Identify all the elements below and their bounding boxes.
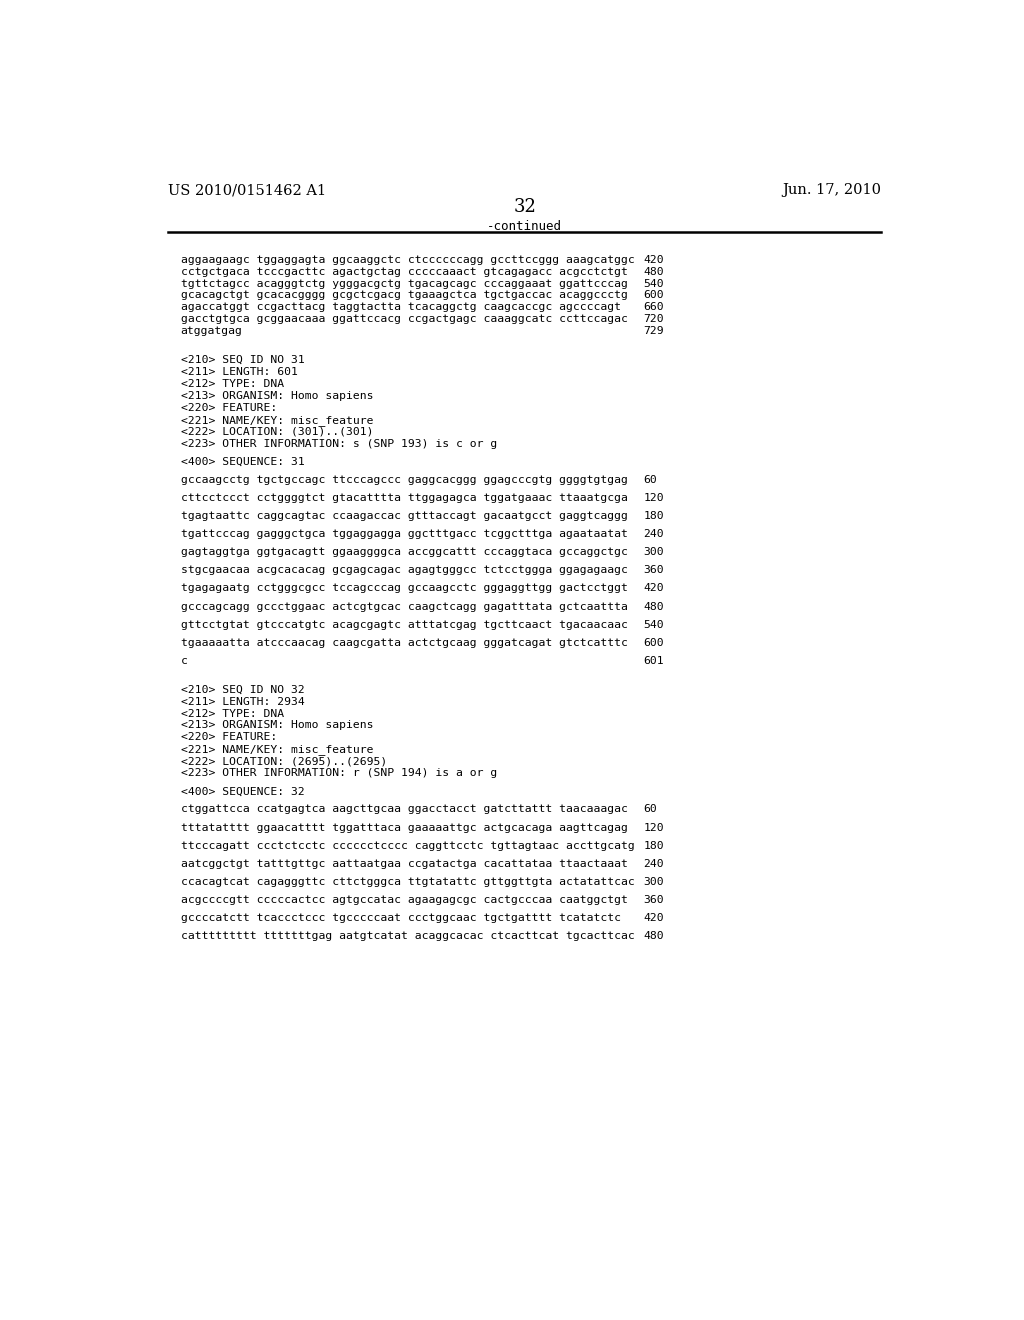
Text: gacctgtgca gcggaacaaa ggattccacg ccgactgagc caaaggcatc ccttccagac: gacctgtgca gcggaacaaa ggattccacg ccgactg…: [180, 314, 628, 325]
Text: ttcccagatt ccctctcctc cccccctcccc caggttcctc tgttagtaac accttgcatg: ttcccagatt ccctctcctc cccccctcccc caggtt…: [180, 841, 635, 850]
Text: <210> SEQ ID NO 32: <210> SEQ ID NO 32: [180, 685, 304, 694]
Text: 420: 420: [643, 255, 664, 264]
Text: 120: 120: [643, 492, 664, 503]
Text: <212> TYPE: DNA: <212> TYPE: DNA: [180, 709, 284, 718]
Text: tgagagaatg cctgggcgcc tccagcccag gccaagcctc gggaggttgg gactcctggt: tgagagaatg cctgggcgcc tccagcccag gccaagc…: [180, 583, 628, 594]
Text: gttcctgtat gtcccatgtc acagcgagtc atttatcgag tgcttcaact tgacaacaac: gttcctgtat gtcccatgtc acagcgagtc atttatc…: [180, 619, 628, 630]
Text: 480: 480: [643, 602, 664, 611]
Text: gccaagcctg tgctgccagc ttcccagccc gaggcacggg ggagcccgtg ggggtgtgag: gccaagcctg tgctgccagc ttcccagccc gaggcac…: [180, 475, 628, 484]
Text: 360: 360: [643, 895, 664, 906]
Text: 540: 540: [643, 619, 664, 630]
Text: cattttttttt tttttttgag aatgtcatat acaggcacac ctcacttcat tgcacttcac: cattttttttt tttttttgag aatgtcatat acaggc…: [180, 931, 635, 941]
Text: tgaaaaatta atcccaacag caagcgatta actctgcaag gggatcagat gtctcatttc: tgaaaaatta atcccaacag caagcgatta actctgc…: [180, 638, 628, 648]
Text: <210> SEQ ID NO 31: <210> SEQ ID NO 31: [180, 355, 304, 366]
Text: 180: 180: [643, 511, 664, 521]
Text: <222> LOCATION: (301)..(301): <222> LOCATION: (301)..(301): [180, 426, 373, 437]
Text: <223> OTHER INFORMATION: s (SNP 193) is c or g: <223> OTHER INFORMATION: s (SNP 193) is …: [180, 438, 497, 449]
Text: ccacagtcat cagagggttc cttctgggca ttgtatattc gttggttgta actatattcac: ccacagtcat cagagggttc cttctgggca ttgtata…: [180, 876, 635, 887]
Text: 300: 300: [643, 548, 664, 557]
Text: <212> TYPE: DNA: <212> TYPE: DNA: [180, 379, 284, 389]
Text: 480: 480: [643, 267, 664, 277]
Text: Jun. 17, 2010: Jun. 17, 2010: [782, 183, 882, 197]
Text: 600: 600: [643, 290, 664, 301]
Text: <223> OTHER INFORMATION: r (SNP 194) is a or g: <223> OTHER INFORMATION: r (SNP 194) is …: [180, 768, 497, 779]
Text: 420: 420: [643, 913, 664, 923]
Text: 240: 240: [643, 859, 664, 869]
Text: <400> SEQUENCE: 32: <400> SEQUENCE: 32: [180, 787, 304, 796]
Text: 420: 420: [643, 583, 664, 594]
Text: 180: 180: [643, 841, 664, 850]
Text: 360: 360: [643, 565, 664, 576]
Text: US 2010/0151462 A1: US 2010/0151462 A1: [168, 183, 327, 197]
Text: <213> ORGANISM: Homo sapiens: <213> ORGANISM: Homo sapiens: [180, 721, 373, 730]
Text: stgcgaacaa acgcacacag gcgagcagac agagtgggcc tctcctggga ggagagaagc: stgcgaacaa acgcacacag gcgagcagac agagtgg…: [180, 565, 628, 576]
Text: <221> NAME/KEY: misc_feature: <221> NAME/KEY: misc_feature: [180, 414, 373, 426]
Text: <222> LOCATION: (2695)..(2695): <222> LOCATION: (2695)..(2695): [180, 756, 387, 767]
Text: 240: 240: [643, 529, 664, 539]
Text: 729: 729: [643, 326, 664, 337]
Text: aggaagaagc tggaggagta ggcaaggctc ctccccccagg gccttccggg aaagcatggc: aggaagaagc tggaggagta ggcaaggctc ctccccc…: [180, 255, 635, 264]
Text: <400> SEQUENCE: 31: <400> SEQUENCE: 31: [180, 457, 304, 467]
Text: c: c: [180, 656, 187, 665]
Text: gcacagctgt gcacacgggg gcgctcgacg tgaaagctca tgctgaccac acaggccctg: gcacagctgt gcacacgggg gcgctcgacg tgaaagc…: [180, 290, 628, 301]
Text: cctgctgaca tcccgacttc agactgctag cccccaaact gtcagagacc acgcctctgt: cctgctgaca tcccgacttc agactgctag cccccaa…: [180, 267, 628, 277]
Text: <220> FEATURE:: <220> FEATURE:: [180, 403, 276, 413]
Text: 32: 32: [513, 198, 537, 216]
Text: gcccagcagg gccctggaac actcgtgcac caagctcagg gagatttata gctcaattta: gcccagcagg gccctggaac actcgtgcac caagctc…: [180, 602, 628, 611]
Text: tgattcccag gagggctgca tggaggagga ggctttgacc tcggctttga agaataatat: tgattcccag gagggctgca tggaggagga ggctttg…: [180, 529, 628, 539]
Text: <211> LENGTH: 601: <211> LENGTH: 601: [180, 367, 298, 378]
Text: tttatatttt ggaacatttt tggatttaca gaaaaattgc actgcacaga aagttcagag: tttatatttt ggaacatttt tggatttaca gaaaaat…: [180, 822, 628, 833]
Text: 60: 60: [643, 475, 657, 484]
Text: 660: 660: [643, 302, 664, 313]
Text: atggatgag: atggatgag: [180, 326, 243, 337]
Text: aatcggctgt tatttgttgc aattaatgaa ccgatactga cacattataa ttaactaaat: aatcggctgt tatttgttgc aattaatgaa ccgatac…: [180, 859, 628, 869]
Text: 120: 120: [643, 822, 664, 833]
Text: acgccccgtt cccccactcc agtgccatac agaagagcgc cactgcccaa caatggctgt: acgccccgtt cccccactcc agtgccatac agaagag…: [180, 895, 628, 906]
Text: 600: 600: [643, 638, 664, 648]
Text: <211> LENGTH: 2934: <211> LENGTH: 2934: [180, 697, 304, 706]
Text: 601: 601: [643, 656, 664, 665]
Text: <213> ORGANISM: Homo sapiens: <213> ORGANISM: Homo sapiens: [180, 391, 373, 401]
Text: tgagtaattc caggcagtac ccaagaccac gtttaccagt gacaatgcct gaggtcaggg: tgagtaattc caggcagtac ccaagaccac gtttacc…: [180, 511, 628, 521]
Text: <221> NAME/KEY: misc_feature: <221> NAME/KEY: misc_feature: [180, 744, 373, 755]
Text: gccccatctt tcaccctccc tgcccccaat ccctggcaac tgctgatttt tcatatctc: gccccatctt tcaccctccc tgcccccaat ccctggc…: [180, 913, 621, 923]
Text: cttcctccct cctggggtct gtacatttta ttggagagca tggatgaaac ttaaatgcga: cttcctccct cctggggtct gtacatttta ttggaga…: [180, 492, 628, 503]
Text: 540: 540: [643, 279, 664, 289]
Text: ctggattcca ccatgagtca aagcttgcaa ggacctacct gatcttattt taacaaagac: ctggattcca ccatgagtca aagcttgcaa ggaccta…: [180, 804, 628, 814]
Text: gagtaggtga ggtgacagtt ggaaggggca accggcattt cccaggtaca gccaggctgc: gagtaggtga ggtgacagtt ggaaggggca accggca…: [180, 548, 628, 557]
Text: 300: 300: [643, 876, 664, 887]
Text: agaccatggt ccgacttacg taggtactta tcacaggctg caagcaccgc agccccagt: agaccatggt ccgacttacg taggtactta tcacagg…: [180, 302, 621, 313]
Text: 480: 480: [643, 931, 664, 941]
Text: tgttctagcc acagggtctg ygggacgctg tgacagcagc cccaggaaat ggattcccag: tgttctagcc acagggtctg ygggacgctg tgacagc…: [180, 279, 628, 289]
Text: 720: 720: [643, 314, 664, 325]
Text: <220> FEATURE:: <220> FEATURE:: [180, 733, 276, 742]
Text: 60: 60: [643, 804, 657, 814]
Text: -continued: -continued: [487, 220, 562, 234]
